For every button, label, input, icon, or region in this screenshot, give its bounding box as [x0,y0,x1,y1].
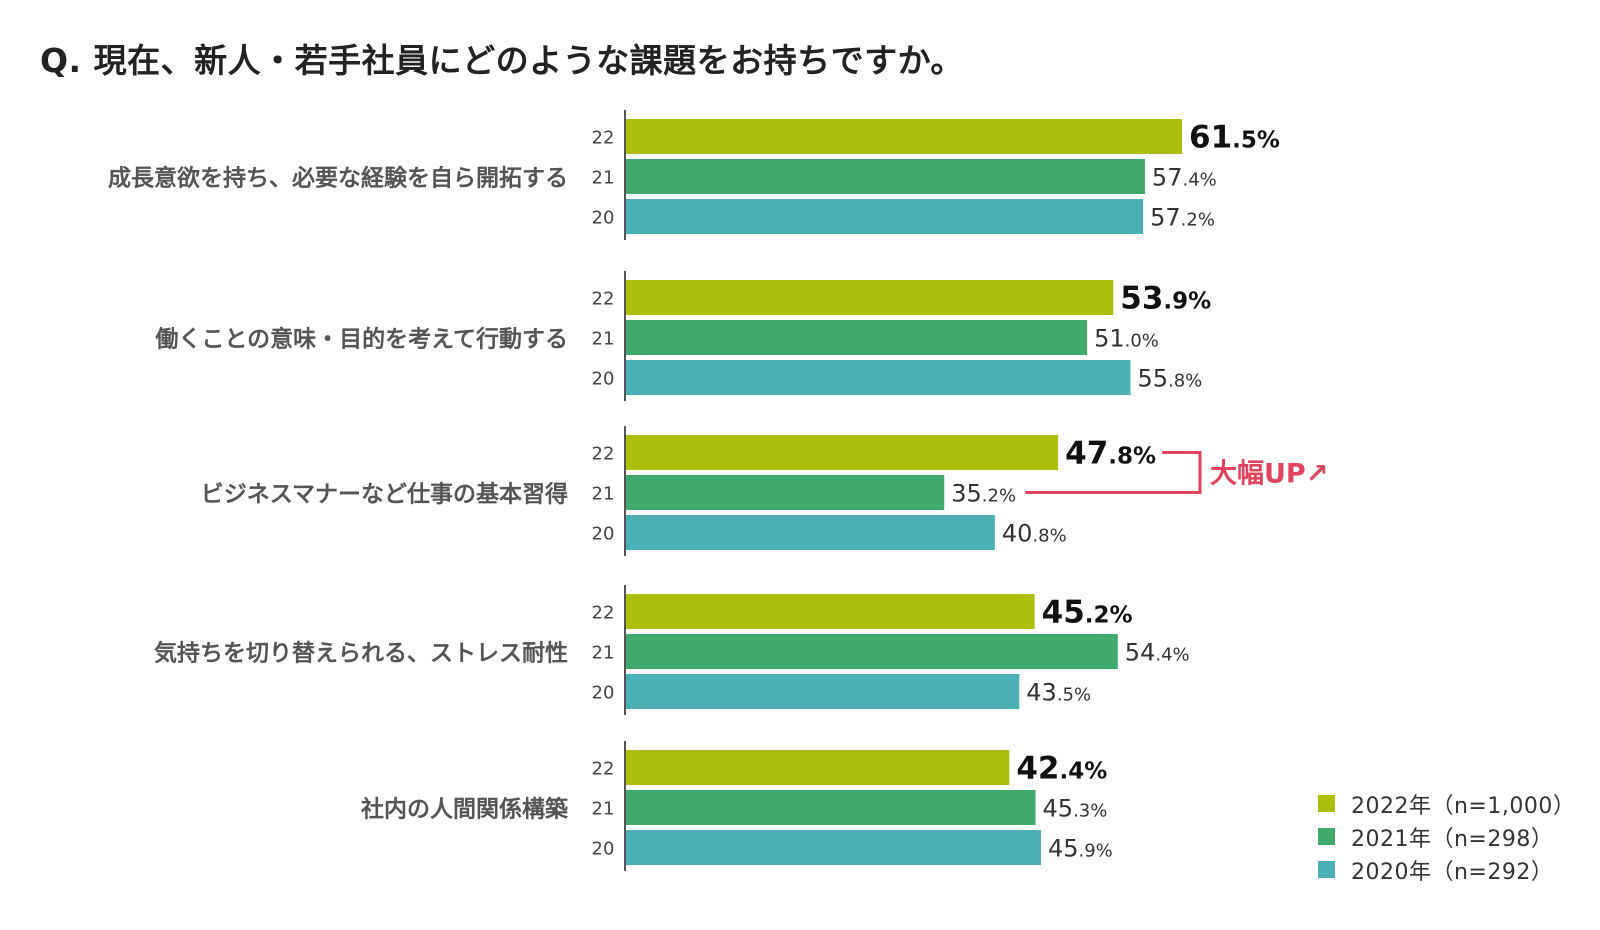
data-label: 45.3% [1043,795,1108,823]
row-year-label: 21 [592,799,615,820]
row-year-label: 21 [592,484,615,505]
legend-swatch [1318,795,1335,812]
legend-swatch [1318,861,1335,878]
category-label: ビジネスマナーなど仕事の基本習得 [201,481,568,508]
row-year-label: 20 [592,208,615,229]
bar [626,594,1035,629]
category-label: 成長意欲を持ち、必要な経験を自ら開拓する [108,165,568,192]
chart-title: Q. 現在、新人・若手社員にどのような課題をお持ちですか。 [40,41,964,80]
bar [626,830,1041,865]
bar [626,320,1088,355]
row-year-label: 21 [592,643,615,664]
category-label: 社内の人間関係構築 [361,796,569,823]
bar [626,750,1010,785]
category-label: 働くことの意味・目的を考えて行動する [154,326,568,353]
data-label: 35.2% [951,480,1016,508]
callout-label: 大幅UP↗ [1210,459,1328,490]
data-label: 43.5% [1026,679,1091,707]
row-year-label: 22 [592,444,615,465]
legend-label: 2020年（n=292） [1351,859,1554,885]
bar [626,119,1182,154]
bar [626,435,1059,470]
row-year-label: 20 [592,839,615,860]
bar [626,280,1114,315]
data-label: 40.8% [1002,520,1067,548]
row-year-label: 22 [592,128,615,149]
data-label: 45.9% [1048,835,1113,863]
legend: 2022年（n=1,000） 2021年（n=298） 2020年（n=292） [1318,787,1575,886]
bar [626,515,995,550]
row-year-label: 22 [592,759,615,780]
row-year-label: 22 [592,603,615,624]
bar [626,634,1118,669]
data-label: 47.8% [1065,436,1156,472]
data-label: 54.4% [1125,639,1190,667]
legend-item: 2022年（n=1,000） [1318,787,1575,820]
data-label: 51.0% [1094,325,1159,353]
legend-label: 2022年（n=1,000） [1351,793,1576,819]
data-label: 55.8% [1137,365,1202,393]
row-year-label: 20 [592,683,615,704]
bar [626,159,1145,194]
data-label: 45.2% [1042,595,1133,631]
row-year-label: 20 [592,369,615,390]
row-year-label: 22 [592,289,615,310]
legend-label: 2021年（n=298） [1351,826,1554,852]
data-label: 53.9% [1120,281,1211,317]
bar [626,360,1131,395]
bar [626,475,945,510]
legend-item: 2021年（n=298） [1318,820,1575,853]
callout-bracket [1025,451,1202,494]
bar [626,790,1036,825]
category-label: 気持ちを切り替えられる、ストレス耐性 [154,640,568,667]
row-year-label: 21 [592,329,615,350]
legend-item: 2020年（n=292） [1318,853,1575,886]
data-label: 57.2% [1150,204,1215,232]
data-label: 61.5% [1189,120,1280,156]
bar [626,674,1020,709]
row-year-label: 21 [592,168,615,189]
bar [626,199,1144,234]
legend-swatch [1318,828,1335,845]
data-label: 57.4% [1152,164,1217,192]
row-year-label: 20 [592,524,615,545]
data-label: 42.4% [1016,751,1107,787]
